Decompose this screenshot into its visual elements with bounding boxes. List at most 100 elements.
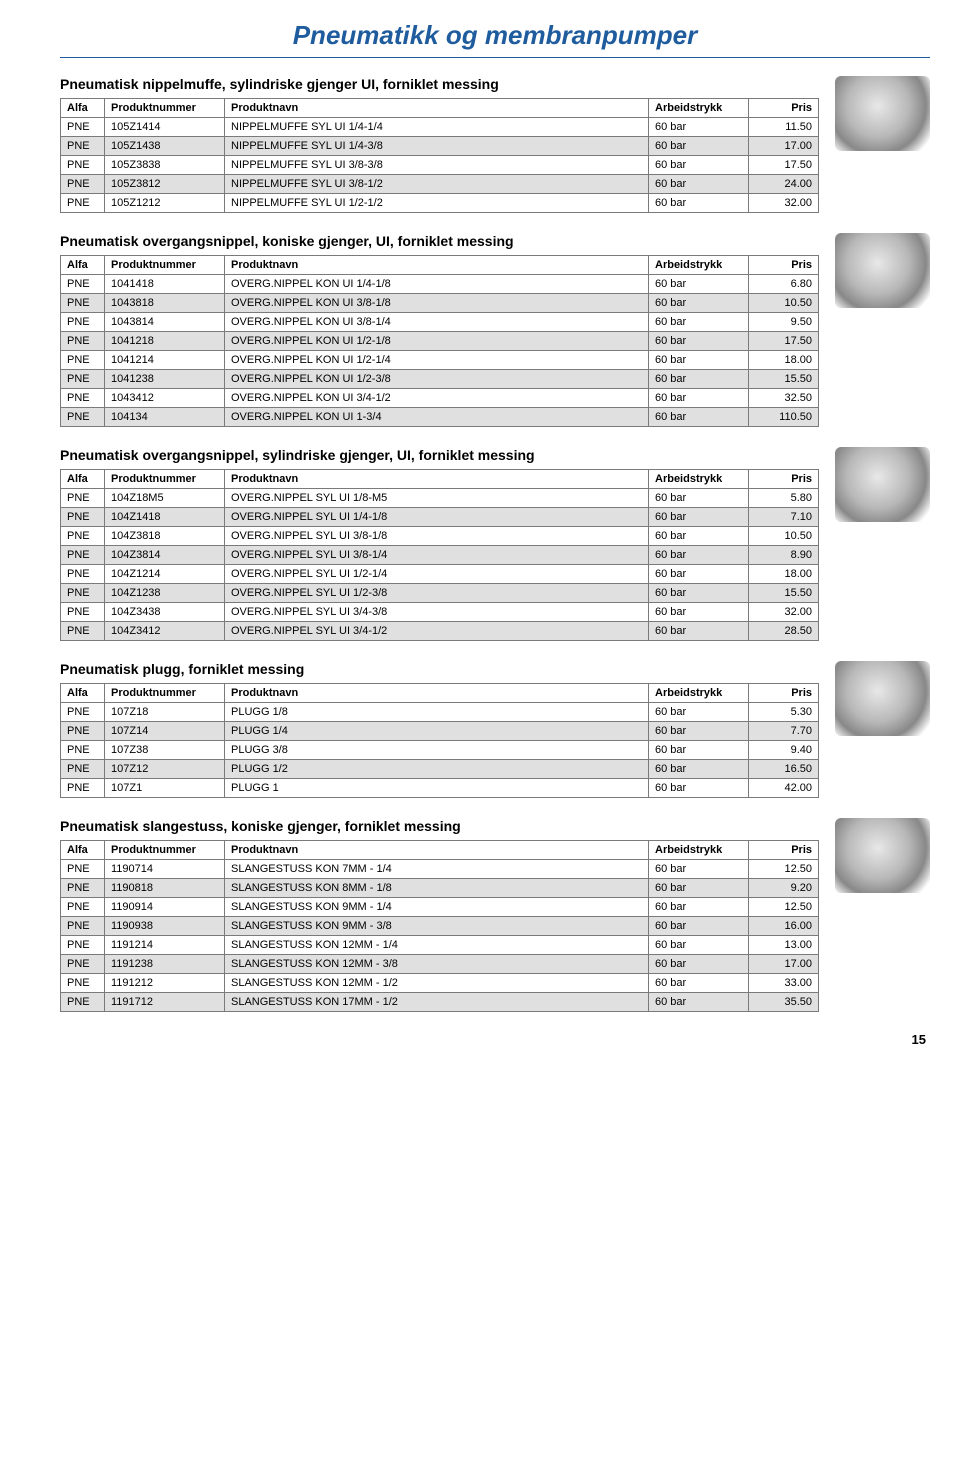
- cell-alfa: PNE: [61, 917, 105, 936]
- cell-price: 16.00: [749, 917, 819, 936]
- cell-alfa: PNE: [61, 860, 105, 879]
- cell-at: 60 bar: [649, 118, 749, 137]
- page-title: Pneumatikk og membranpumper: [60, 20, 930, 51]
- cell-alfa: PNE: [61, 408, 105, 427]
- cell-name: OVERG.NIPPEL KON UI 1/4-1/8: [225, 275, 649, 294]
- cell-name: SLANGESTUSS KON 12MM - 3/8: [225, 955, 649, 974]
- table-row: PNE107Z12PLUGG 1/260 bar16.50: [61, 760, 819, 779]
- product-section: Pneumatisk nippelmuffe, sylindriske gjen…: [60, 76, 930, 213]
- column-header: Produktnummer: [105, 256, 225, 275]
- cell-price: 24.00: [749, 175, 819, 194]
- table-row: PNE104Z1238OVERG.NIPPEL SYL UI 1/2-3/860…: [61, 584, 819, 603]
- cell-at: 60 bar: [649, 156, 749, 175]
- column-header: Alfa: [61, 256, 105, 275]
- cell-price: 7.10: [749, 508, 819, 527]
- table-row: PNE107Z38PLUGG 3/860 bar9.40: [61, 741, 819, 760]
- table-row: PNE1041238OVERG.NIPPEL KON UI 1/2-3/860 …: [61, 370, 819, 389]
- column-header: Pris: [749, 841, 819, 860]
- table-row: PNE1041218OVERG.NIPPEL KON UI 1/2-1/860 …: [61, 332, 819, 351]
- cell-price: 12.50: [749, 898, 819, 917]
- cell-alfa: PNE: [61, 722, 105, 741]
- cell-at: 60 bar: [649, 760, 749, 779]
- cell-name: OVERG.NIPPEL SYL UI 3/8-1/8: [225, 527, 649, 546]
- cell-at: 60 bar: [649, 603, 749, 622]
- column-header: Produktnavn: [225, 99, 649, 118]
- cell-pn: 104Z3814: [105, 546, 225, 565]
- cell-at: 60 bar: [649, 955, 749, 974]
- cell-name: SLANGESTUSS KON 17MM - 1/2: [225, 993, 649, 1012]
- table-row: PNE107Z14PLUGG 1/460 bar7.70: [61, 722, 819, 741]
- cell-at: 60 bar: [649, 275, 749, 294]
- cell-name: OVERG.NIPPEL SYL UI 3/4-1/2: [225, 622, 649, 641]
- cell-at: 60 bar: [649, 370, 749, 389]
- table-row: PNE104Z3438OVERG.NIPPEL SYL UI 3/4-3/860…: [61, 603, 819, 622]
- cell-at: 60 bar: [649, 546, 749, 565]
- cell-pn: 105Z3838: [105, 156, 225, 175]
- cell-price: 6.80: [749, 275, 819, 294]
- cell-alfa: PNE: [61, 703, 105, 722]
- cell-name: PLUGG 1/8: [225, 703, 649, 722]
- cell-alfa: PNE: [61, 370, 105, 389]
- cell-at: 60 bar: [649, 917, 749, 936]
- column-header: Pris: [749, 256, 819, 275]
- cell-at: 60 bar: [649, 565, 749, 584]
- cell-name: PLUGG 3/8: [225, 741, 649, 760]
- cell-name: OVERG.NIPPEL KON UI 1-3/4: [225, 408, 649, 427]
- cell-name: OVERG.NIPPEL KON UI 3/4-1/2: [225, 389, 649, 408]
- cell-alfa: PNE: [61, 489, 105, 508]
- cell-alfa: PNE: [61, 622, 105, 641]
- cell-alfa: PNE: [61, 389, 105, 408]
- product-image: [835, 233, 930, 308]
- cell-pn: 1191212: [105, 974, 225, 993]
- cell-pn: 1041238: [105, 370, 225, 389]
- column-header: Produktnummer: [105, 470, 225, 489]
- table-row: PNE1041418OVERG.NIPPEL KON UI 1/4-1/860 …: [61, 275, 819, 294]
- cell-at: 60 bar: [649, 898, 749, 917]
- cell-alfa: PNE: [61, 974, 105, 993]
- cell-pn: 1190938: [105, 917, 225, 936]
- products-table: AlfaProduktnummerProduktnavnArbeidstrykk…: [60, 683, 819, 798]
- cell-price: 9.40: [749, 741, 819, 760]
- cell-pn: 1043412: [105, 389, 225, 408]
- cell-name: SLANGESTUSS KON 12MM - 1/2: [225, 974, 649, 993]
- cell-name: NIPPELMUFFE SYL UI 1/4-3/8: [225, 137, 649, 156]
- cell-pn: 104Z1214: [105, 565, 225, 584]
- cell-price: 32.00: [749, 603, 819, 622]
- cell-alfa: PNE: [61, 508, 105, 527]
- cell-pn: 1190914: [105, 898, 225, 917]
- page-number: 15: [60, 1032, 930, 1047]
- cell-pn: 107Z12: [105, 760, 225, 779]
- column-header: Arbeidstrykk: [649, 99, 749, 118]
- table-row: PNE1191214SLANGESTUSS KON 12MM - 1/460 b…: [61, 936, 819, 955]
- cell-name: NIPPELMUFFE SYL UI 1/4-1/4: [225, 118, 649, 137]
- column-header: Produktnavn: [225, 256, 649, 275]
- table-row: PNE105Z3812NIPPELMUFFE SYL UI 3/8-1/260 …: [61, 175, 819, 194]
- cell-pn: 1191238: [105, 955, 225, 974]
- cell-name: OVERG.NIPPEL KON UI 3/8-1/4: [225, 313, 649, 332]
- cell-price: 16.50: [749, 760, 819, 779]
- cell-at: 60 bar: [649, 351, 749, 370]
- cell-pn: 107Z38: [105, 741, 225, 760]
- table-row: PNE105Z3838NIPPELMUFFE SYL UI 3/8-3/860 …: [61, 156, 819, 175]
- column-header: Pris: [749, 99, 819, 118]
- cell-price: 9.20: [749, 879, 819, 898]
- table-row: PNE105Z1414NIPPELMUFFE SYL UI 1/4-1/460 …: [61, 118, 819, 137]
- table-row: PNE1191238SLANGESTUSS KON 12MM - 3/860 b…: [61, 955, 819, 974]
- cell-price: 110.50: [749, 408, 819, 427]
- cell-alfa: PNE: [61, 565, 105, 584]
- cell-alfa: PNE: [61, 118, 105, 137]
- cell-pn: 1041214: [105, 351, 225, 370]
- table-row: PNE1041214OVERG.NIPPEL KON UI 1/2-1/460 …: [61, 351, 819, 370]
- cell-pn: 104Z1418: [105, 508, 225, 527]
- cell-pn: 105Z1414: [105, 118, 225, 137]
- table-row: PNE105Z1438NIPPELMUFFE SYL UI 1/4-3/860 …: [61, 137, 819, 156]
- cell-price: 32.00: [749, 194, 819, 213]
- cell-at: 60 bar: [649, 294, 749, 313]
- cell-pn: 1043814: [105, 313, 225, 332]
- table-row: PNE105Z1212NIPPELMUFFE SYL UI 1/2-1/260 …: [61, 194, 819, 213]
- cell-alfa: PNE: [61, 936, 105, 955]
- product-section: Pneumatisk slangestuss, koniske gjenger,…: [60, 818, 930, 1012]
- cell-at: 60 bar: [649, 703, 749, 722]
- cell-alfa: PNE: [61, 275, 105, 294]
- cell-name: NIPPELMUFFE SYL UI 1/2-1/2: [225, 194, 649, 213]
